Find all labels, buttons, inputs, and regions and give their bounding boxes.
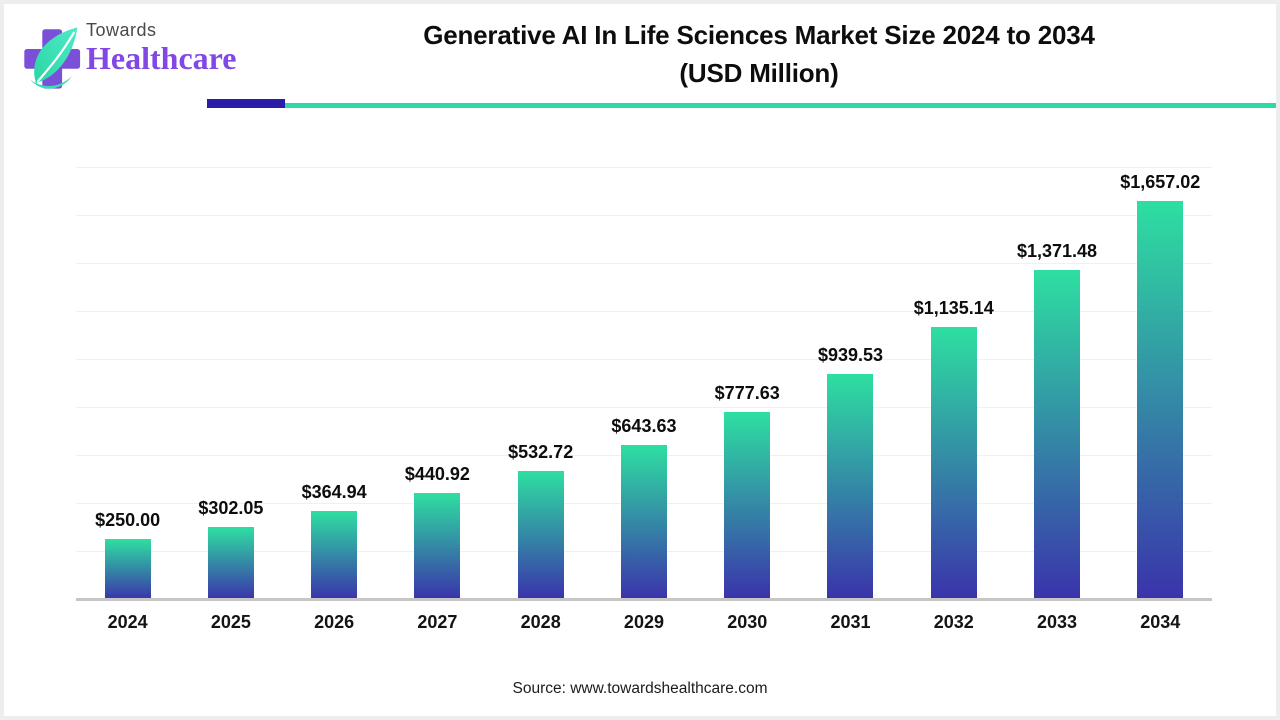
bar-value-label: $1,371.48 [1016,240,1098,261]
bar-value-label: $250.00 [95,510,161,530]
title-underline-purple [207,99,285,108]
bar-value-label: $643.63 [611,415,677,436]
bar-2031 [827,373,874,599]
page-title: Generative AI In Life Sciences Market Si… [294,16,1224,92]
towards-healthcare-logo: Towards Healthcare [14,14,244,94]
x-axis-tick-label: 2027 [417,612,458,632]
bar-2030 [724,412,771,599]
bar-2032 [930,326,977,599]
bar-column: $440.92 2027 [386,167,489,632]
x-axis-tick-label: 2028 [520,612,561,632]
page-title-line2: (USD Million) [679,58,839,88]
x-axis-tick-label: 2033 [1036,612,1078,632]
logo-brand-bottom: Healthcare [86,40,237,76]
x-axis-tick-label: 2024 [107,612,148,632]
title-underline-teal [285,103,1276,108]
healthcare-cross-leaf-icon [24,27,81,89]
gridline [76,407,1212,408]
x-axis-tick-label: 2029 [623,612,664,632]
bar-column: $1,657.02 2034 [1109,167,1212,632]
bar-2024 [104,539,151,599]
bar-value-label: $939.53 [817,344,884,365]
gridline [76,215,1212,216]
gridline [76,167,1212,168]
bar-2029 [620,444,667,599]
bar-2025 [207,526,254,599]
x-axis-tick-label: 2032 [933,612,974,632]
logo-brand-top: Towards [86,20,157,40]
x-axis-tick-label: 2025 [210,612,251,632]
bar-column: $364.94 2026 [283,167,386,632]
bar-column: $643.63 2029 [592,167,695,633]
gridline [76,359,1212,360]
gridline [76,311,1212,312]
page-title-line1: Generative AI In Life Sciences Market Si… [423,20,1095,50]
bar-column: $777.63 2030 [696,167,799,632]
bar-2028 [517,471,564,599]
bar-value-label: $1,657.02 [1120,172,1201,193]
bar-chart-plot-area: $250.00 2024 $302.05 2025 $364.94 2026 $440.92… [76,167,1212,633]
gridline [76,263,1212,264]
bar-2027 [414,493,461,599]
bar-value-label: $302.05 [198,497,264,518]
bar-column: $302.05 2025 [179,167,282,633]
bar-2026 [311,511,358,599]
x-axis-line [76,598,1212,601]
bar-2034 [1137,201,1184,599]
x-axis-tick-label: 2031 [830,612,871,632]
bar-2033 [1034,269,1081,599]
source-text: Source: www.towardshealthcare.com [512,680,768,697]
bar-value-label: $1,135.14 [913,297,994,318]
bar-value-label: $440.92 [404,464,470,485]
bar-column: $250.00 2024 [76,167,179,632]
bar-column: $532.72 2028 [489,167,592,632]
x-axis-tick-label: 2026 [314,612,355,632]
bar-columns: $250.00 2024 $302.05 2025 $364.94 2026 $440.92… [76,167,1212,633]
bar-value-label: $532.72 [508,442,574,463]
bar-column: $1,135.14 2032 [902,167,1005,632]
bar-value-label: $777.63 [714,383,780,404]
bar-column: $939.53 2031 [799,167,902,633]
bar-value-label: $364.94 [301,482,367,503]
x-axis-tick-label: 2030 [727,612,768,632]
bar-column: $1,371.48 2033 [1005,167,1108,632]
x-axis-tick-label: 2034 [1140,612,1181,632]
